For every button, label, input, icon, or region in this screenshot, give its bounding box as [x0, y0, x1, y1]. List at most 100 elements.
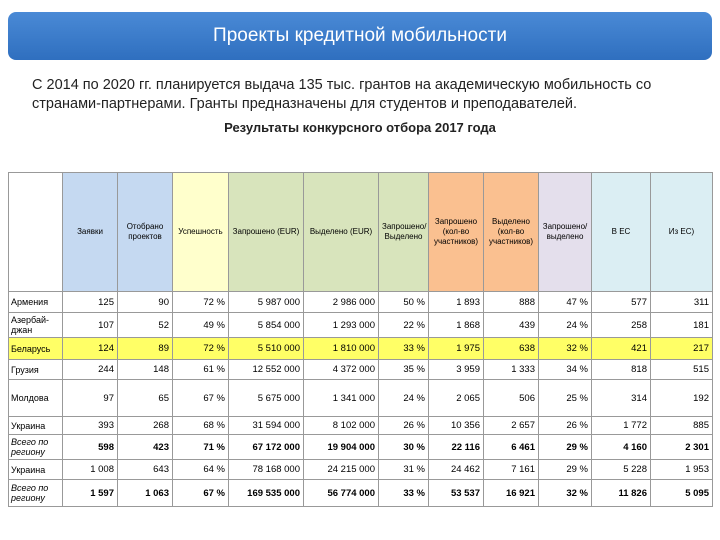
table-row: Беларусь 124 89 72 % 5 510 000 1 810 000 33 % 1…: [8, 337, 713, 360]
cell: 124: [62, 337, 118, 360]
cell: 26 %: [378, 416, 429, 435]
cell: 1 597: [62, 479, 118, 507]
cell: 22 %: [378, 312, 429, 338]
column-header: Запрошено (кол-во участников): [428, 172, 484, 292]
cell: 1 063: [117, 479, 173, 507]
cell: 50 %: [378, 291, 429, 313]
cell: 598: [62, 434, 118, 460]
cell: 888: [483, 291, 539, 313]
cell: 268: [117, 416, 173, 435]
row-label: Всего по региону: [8, 434, 63, 460]
cell: 439: [483, 312, 539, 338]
column-header: Заявки: [62, 172, 118, 292]
cell: 1 008: [62, 459, 118, 480]
cell: 11 826: [591, 479, 651, 507]
row-label: Беларусь: [8, 337, 63, 360]
cell: 68 %: [172, 416, 229, 435]
column-header: Запрошено/ выделено: [538, 172, 592, 292]
cell: 244: [62, 359, 118, 380]
table-row: Всего по региону 598 423 71 % 67 172 000 19 9…: [8, 434, 713, 460]
cell: 67 172 000: [228, 434, 304, 460]
cell: 258: [591, 312, 651, 338]
cell: 638: [483, 337, 539, 360]
cell: 34 %: [538, 359, 592, 380]
cell: 2 657: [483, 416, 539, 435]
cell: 24 215 000: [303, 459, 379, 480]
cell: 6 461: [483, 434, 539, 460]
cell: 125: [62, 291, 118, 313]
cell: 423: [117, 434, 173, 460]
title: Проекты кредитной мобильности: [213, 25, 507, 46]
cell: 30 %: [378, 434, 429, 460]
cell: 1 772: [591, 416, 651, 435]
row-label: Грузия: [8, 359, 63, 380]
cell: 16 921: [483, 479, 539, 507]
cell: 22 116: [428, 434, 484, 460]
cell: 31 %: [378, 459, 429, 480]
cell: 393: [62, 416, 118, 435]
cell: 506: [483, 379, 539, 417]
subtitle: Результаты конкурсного отбора 2017 года: [224, 120, 496, 135]
cell: 35 %: [378, 359, 429, 380]
cell: 89: [117, 337, 173, 360]
cell: 2 986 000: [303, 291, 379, 313]
cell: 24 %: [538, 312, 592, 338]
cell: 61 %: [172, 359, 229, 380]
cell: 19 904 000: [303, 434, 379, 460]
table-row: Молдова 97 65 67 % 5 675 000 1 341 000 24 % 2 0…: [8, 379, 713, 417]
cell: 1 953: [650, 459, 713, 480]
cell: 49 %: [172, 312, 229, 338]
cell: 5 675 000: [228, 379, 304, 417]
row-label: Украина: [8, 459, 63, 480]
cell: 53 537: [428, 479, 484, 507]
row-label: Молдова: [8, 379, 63, 417]
cell: 26 %: [538, 416, 592, 435]
column-header: Выделено (кол-во участников): [483, 172, 539, 292]
row-label: Азербай-джан: [8, 312, 63, 338]
results-table: Заявки Отобрано проектов Успешность Запроше…: [8, 172, 713, 507]
cell: 2 065: [428, 379, 484, 417]
cell: 7 161: [483, 459, 539, 480]
intro-text: С 2014 по 2020 гг. планируется выдача 13…: [32, 77, 652, 112]
cell: 1 893: [428, 291, 484, 313]
cell: 65: [117, 379, 173, 417]
cell: 29 %: [538, 434, 592, 460]
cell: 56 774 000: [303, 479, 379, 507]
cell: 4 372 000: [303, 359, 379, 380]
cell: 97: [62, 379, 118, 417]
cell: 1 293 000: [303, 312, 379, 338]
column-header: Из ЕС): [650, 172, 713, 292]
cell: 1 810 000: [303, 337, 379, 360]
cell: 64 %: [172, 459, 229, 480]
cell: 5 987 000: [228, 291, 304, 313]
corner-cell: [8, 172, 63, 292]
title-bar: Проекты кредитной мобильности: [8, 12, 712, 60]
cell: 1 341 000: [303, 379, 379, 417]
cell: 52: [117, 312, 173, 338]
cell: 90: [117, 291, 173, 313]
cell: 5 510 000: [228, 337, 304, 360]
cell: 72 %: [172, 337, 229, 360]
cell: 29 %: [538, 459, 592, 480]
table-row: Армения 125 90 72 % 5 987 000 2 986 000 50 % 1 …: [8, 291, 713, 313]
table-row: Украина 393 268 68 % 31 594 000 8 102 000 26 %…: [8, 416, 713, 435]
cell: 67 %: [172, 479, 229, 507]
cell: 12 552 000: [228, 359, 304, 380]
cell: 885: [650, 416, 713, 435]
cell: 47 %: [538, 291, 592, 313]
cell: 72 %: [172, 291, 229, 313]
cell: 421: [591, 337, 651, 360]
cell: 181: [650, 312, 713, 338]
cell: 217: [650, 337, 713, 360]
header-row: Заявки Отобрано проектов Успешность Запроше…: [8, 172, 713, 292]
cell: 5 228: [591, 459, 651, 480]
cell: 1 868: [428, 312, 484, 338]
cell: 4 160: [591, 434, 651, 460]
cell: 818: [591, 359, 651, 380]
table-row: Азербай-джан 107 52 49 % 5 854 000 1 293 000 2…: [8, 312, 713, 338]
row-label: Украина: [8, 416, 63, 435]
cell: 71 %: [172, 434, 229, 460]
cell: 2 301: [650, 434, 713, 460]
cell: 67 %: [172, 379, 229, 417]
